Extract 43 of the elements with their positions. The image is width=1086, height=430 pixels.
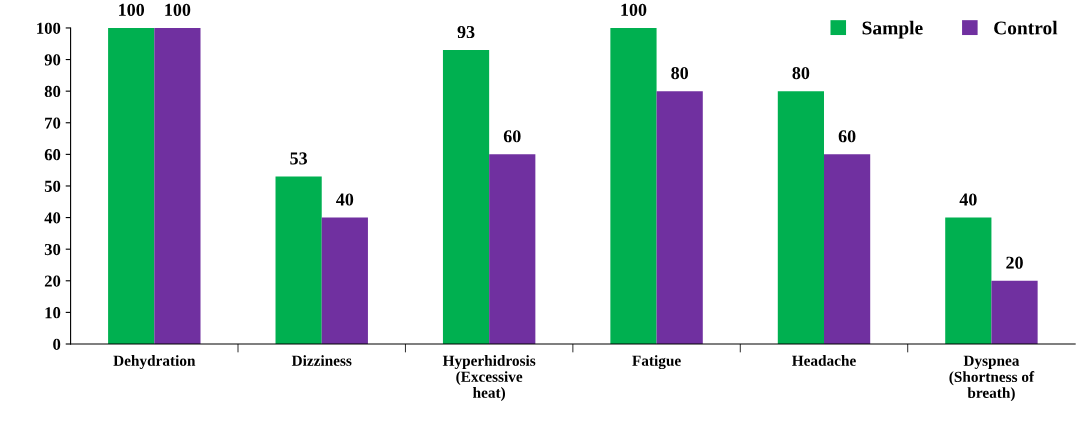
data-label: 80 [671,66,689,80]
bar [442,50,490,344]
bar [321,217,368,344]
data-label: 93 [457,25,475,39]
bar [154,27,201,344]
y-tick-label: 100 [37,22,61,34]
bar [610,27,657,344]
x-tick-label: Headache [792,355,856,366]
legend-label: Control [994,20,1058,35]
y-tick-label: 80 [44,85,61,98]
data-label: 80 [792,66,810,80]
bar [945,217,992,344]
bar [275,176,322,344]
y-tick-label: 50 [44,180,61,192]
y-tick-label: 60 [44,149,61,161]
bar [991,280,1038,344]
data-label: 53 [290,152,308,165]
data-label: 20 [1006,256,1023,269]
x-tick-label: Fatigue [632,355,681,370]
y-tick-label: 10 [45,307,61,319]
x-tick-label: Dyspnea (Shortness of breath) [949,355,1035,402]
legend-label: Sample [862,20,923,39]
y-tick-label: 70 [45,117,61,129]
y-tick-label: 30 [44,243,61,256]
x-tick-label: Hyperhidrosis (Excessive heat) [442,355,536,401]
y-tick-label: 0 [53,338,61,350]
x-tick-label: Dizziness [291,355,352,366]
data-label: 60 [838,130,856,143]
data-label: 100 [621,3,647,16]
y-tick-label: 90 [44,54,61,66]
data-label: 60 [503,130,521,143]
bar [777,91,824,344]
data-label: 100 [165,3,191,16]
bar [656,91,703,344]
data-label: 100 [119,3,145,16]
bar [489,154,536,344]
bar [108,27,155,344]
data-label: 40 [959,193,977,206]
y-tick-label: 40 [44,212,61,224]
data-label: 40 [336,193,354,206]
bar [824,154,871,344]
x-tick-label: Dehydration [113,355,196,370]
y-tick-label: 20 [44,275,61,287]
